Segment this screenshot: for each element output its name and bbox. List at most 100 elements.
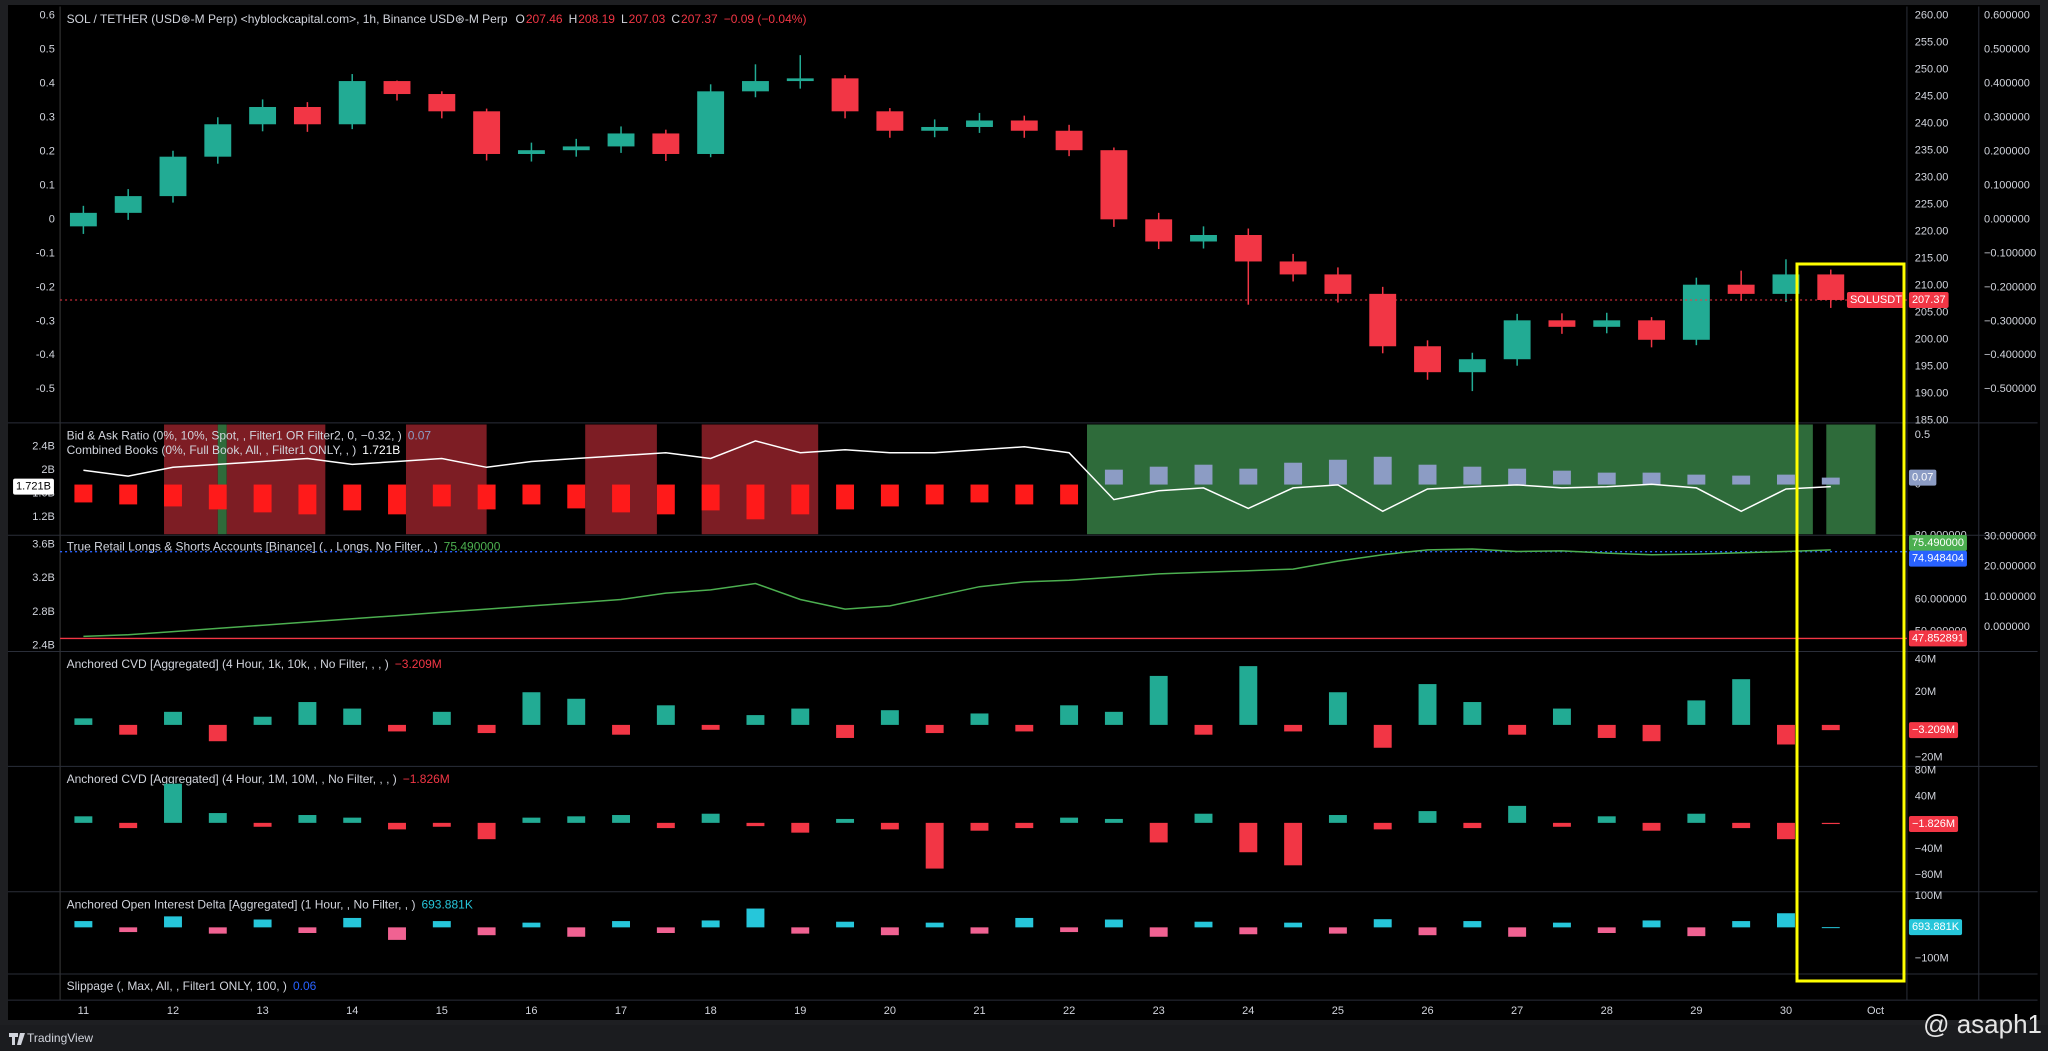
price-tag-label: −1.826M [1912,818,1955,830]
histogram-bar [1149,466,1168,485]
histogram-bar [791,708,810,725]
histogram-bar [567,484,586,509]
histogram-bar [1104,469,1123,485]
x-tick-label: 22 [1063,1005,1075,1017]
price-tag [1908,919,1963,936]
histogram-bar [522,922,541,928]
histogram-bar [1060,817,1079,823]
histogram-bar [522,484,541,505]
y-tick-label: 240.00 [1915,118,1949,130]
y-tick-label: -0.5 [36,383,55,395]
candle-body [1682,284,1710,340]
y-tick-label: 0.100000 [1984,179,2030,191]
histogram-bar [1194,921,1213,928]
histogram-bar [970,484,989,503]
histogram-bar [119,927,138,933]
histogram-bar [343,817,362,823]
histogram-bar [1239,666,1258,725]
histogram-bar [836,818,855,823]
candle-body [1279,261,1307,275]
y-tick-label: 260.00 [1915,10,1949,22]
candle-body [69,212,97,227]
histogram-bar [432,711,451,725]
histogram-bar [880,927,899,936]
histogram-bar [119,822,138,829]
y-tick-label: 2.4B [32,441,55,453]
candle-body [697,91,725,154]
y-tick-label: −100M [1915,953,1949,965]
brand: TradingView [27,1031,93,1045]
histogram-bar [1821,477,1840,485]
y-tick-label: 225.00 [1915,199,1949,211]
histogram-bar [1687,474,1706,485]
histogram-bar [74,921,93,928]
y-tick-label: 235.00 [1915,145,1949,157]
histogram-bar [1060,484,1079,505]
y-tick-label: 0.4 [40,78,55,90]
histogram-bar [925,724,944,734]
histogram-bar [925,922,944,928]
histogram-bar [1060,927,1079,933]
histogram-bar [612,921,630,928]
y-tick-label: 205.00 [1915,307,1949,319]
pane-legend: 208.19 [578,12,615,26]
histogram-bar [119,484,138,505]
y-tick-label: 0.2 [40,145,55,157]
histogram-bar [1508,468,1527,485]
histogram-bar [1463,921,1482,928]
histogram-bar [1373,456,1392,485]
histogram-bar [1821,724,1840,731]
price-tag-label: 693.881K [1912,921,1960,933]
histogram-bar [1687,700,1706,725]
histogram-bar [164,484,182,507]
histogram-bar [746,484,765,520]
histogram-bar [701,484,720,511]
histogram-bar [925,484,944,505]
histogram-bar [925,822,944,869]
highlight-box [1795,262,1906,983]
x-tick-label: 18 [705,1005,717,1017]
y-tick-label: 1.2B [32,511,55,523]
histogram-bar [1732,679,1751,725]
histogram-bar [1821,927,1840,929]
histogram-bar [477,484,496,510]
pane-legend: 1.721B [362,443,400,457]
histogram-bar [880,822,899,830]
y-tick-label: −0.100000 [1984,247,2036,259]
histogram-bar [1777,724,1795,745]
histogram-bar [1642,472,1661,485]
histogram-bar [1239,468,1258,485]
histogram-bar [1418,811,1437,823]
histogram-bar [1463,822,1482,829]
histogram-bar [1373,724,1392,748]
candle-body [966,120,993,127]
histogram-bar [567,816,586,823]
histogram-bar [1597,724,1616,738]
price-tag [1908,534,1967,551]
histogram-bar [1597,472,1616,485]
price-tag [1908,722,1959,739]
histogram-bar [1104,711,1123,725]
price-tag-label: 75.490000 [1912,537,1964,549]
pane-legend: 0.07 [408,428,432,442]
y-tick-label: -0.1 [36,247,55,259]
candle-body [473,111,501,154]
histogram-bar [1194,813,1213,823]
histogram-bar [298,484,317,515]
histogram-bar [1642,920,1661,928]
y-tick-label: -0.4 [36,349,55,361]
histogram-bar [1732,475,1751,485]
x-tick-label: 23 [1153,1005,1165,1017]
histogram-bar [1642,724,1661,742]
candle-body [338,81,366,125]
candle-body [1727,284,1755,294]
candle-body [204,124,232,157]
histogram-bar [522,817,541,823]
candle-body [428,94,456,112]
y-tick-label: 0.600000 [1984,10,2030,22]
histogram-bar [970,713,989,725]
histogram-bar [701,724,720,730]
histogram-bar [1328,459,1347,485]
y-tick-label: 190.00 [1915,388,1949,400]
